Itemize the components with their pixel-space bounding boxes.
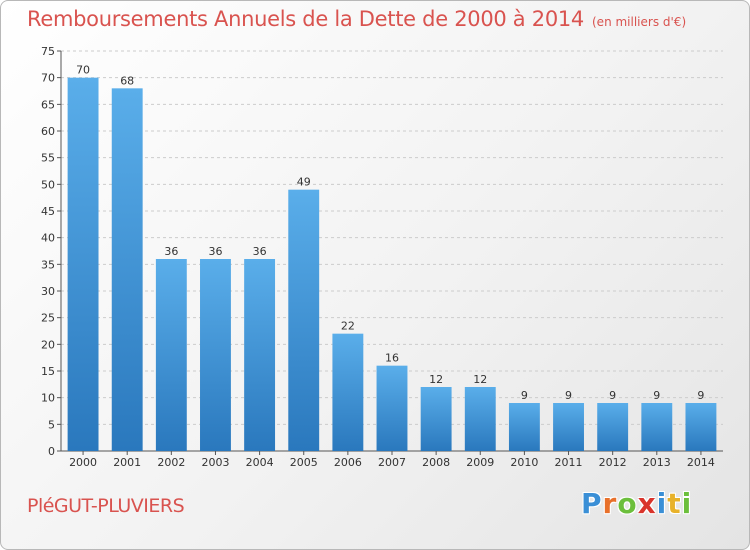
y-tick-label: 30 — [41, 285, 55, 298]
chart-unit: (en milliers d'€) — [592, 15, 687, 29]
bar-2011 — [553, 403, 584, 451]
value-label-2005: 49 — [297, 176, 311, 189]
bar-2007 — [376, 365, 408, 451]
x-tick-label-2009: 2009 — [466, 456, 494, 469]
x-tick-label-2001: 2001 — [113, 456, 141, 469]
y-tick-label: 70 — [41, 72, 55, 85]
y-tick-label: 10 — [41, 392, 55, 405]
value-label-2012: 9 — [609, 389, 616, 402]
value-label-2011: 9 — [565, 389, 572, 402]
y-tick-label: 50 — [41, 178, 55, 191]
bar-2009 — [464, 387, 496, 451]
y-tick-label: 15 — [41, 365, 55, 378]
value-label-2014: 9 — [697, 389, 704, 402]
y-tick-label: 35 — [41, 258, 55, 271]
x-tick-label-2007: 2007 — [378, 456, 406, 469]
chart-title: Remboursements Annuels de la Dette de 20… — [27, 7, 584, 31]
logo-letter: o — [617, 487, 638, 520]
y-tick-label: 45 — [41, 205, 55, 218]
value-label-2003: 36 — [208, 245, 222, 258]
bar-2010 — [508, 403, 540, 451]
logo-letter: t — [667, 487, 682, 520]
axis-layer: 0 5 10 15 20 25 30 35 40 45 50 55 60 65 70 75 2000 2001 20… — [41, 45, 723, 469]
value-label-2002: 36 — [164, 245, 178, 258]
x-tick-label-2014: 2014 — [687, 456, 715, 469]
value-label-2000: 70 — [76, 64, 90, 77]
commune-name: PléGUT-PLUVIERS — [27, 495, 185, 517]
bar-2001 — [111, 88, 143, 451]
x-tick-label-2002: 2002 — [157, 456, 185, 469]
logo-letter: x — [637, 487, 657, 520]
y-tick-label: 75 — [41, 45, 55, 58]
value-label-2008: 12 — [429, 373, 443, 386]
bar-2013 — [641, 403, 673, 451]
bar-2004 — [244, 259, 276, 451]
bar-2005 — [288, 189, 320, 451]
bar-2014 — [685, 403, 717, 451]
y-tick-label: 20 — [41, 338, 55, 351]
x-tick-label-2010: 2010 — [510, 456, 538, 469]
x-tick-label-2008: 2008 — [422, 456, 450, 469]
bar-2003 — [200, 259, 231, 451]
x-tick-label-2013: 2013 — [643, 456, 671, 469]
bar-2006 — [332, 333, 364, 451]
value-label-2001: 68 — [120, 74, 134, 87]
proxiti-logo: Proxiti — [581, 487, 692, 520]
x-tick-label-2000: 2000 — [69, 456, 97, 469]
y-tick-label: 25 — [41, 312, 55, 325]
value-label-2007: 16 — [385, 352, 399, 365]
value-label-2013: 9 — [653, 389, 660, 402]
y-tick-label: 60 — [41, 125, 55, 138]
y-tick-label: 0 — [48, 445, 55, 458]
x-tick-label-2005: 2005 — [290, 456, 318, 469]
bar-layer — [67, 77, 717, 452]
value-label-2009: 12 — [473, 373, 487, 386]
y-tick-label: 55 — [41, 152, 55, 165]
x-tick-label-2012: 2012 — [599, 456, 627, 469]
logo-letter: P — [581, 487, 603, 520]
title-row: Remboursements Annuels de la Dette de 20… — [27, 7, 686, 31]
y-tick-label: 65 — [41, 98, 55, 111]
x-tick-label-2006: 2006 — [334, 456, 362, 469]
x-tick-label-2004: 2004 — [246, 456, 274, 469]
logo-letter: i — [681, 487, 693, 520]
value-label-2010: 9 — [521, 389, 528, 402]
bar-2002 — [155, 259, 187, 451]
x-tick-label-2011: 2011 — [555, 456, 583, 469]
y-tick-label: 5 — [48, 418, 55, 431]
logo-letter: i — [656, 487, 668, 520]
y-tick-label: 40 — [41, 232, 55, 245]
logo-letter: r — [602, 487, 618, 520]
bar-2012 — [597, 403, 629, 451]
x-tick-label-2003: 2003 — [201, 456, 229, 469]
bar-2000 — [67, 77, 99, 452]
value-label-2006: 22 — [341, 320, 355, 333]
label-layer: 70 68 36 36 36 49 22 16 12 12 9 9 9 9 9 — [76, 64, 704, 402]
bar-2008 — [420, 387, 452, 451]
value-label-2004: 36 — [253, 245, 267, 258]
